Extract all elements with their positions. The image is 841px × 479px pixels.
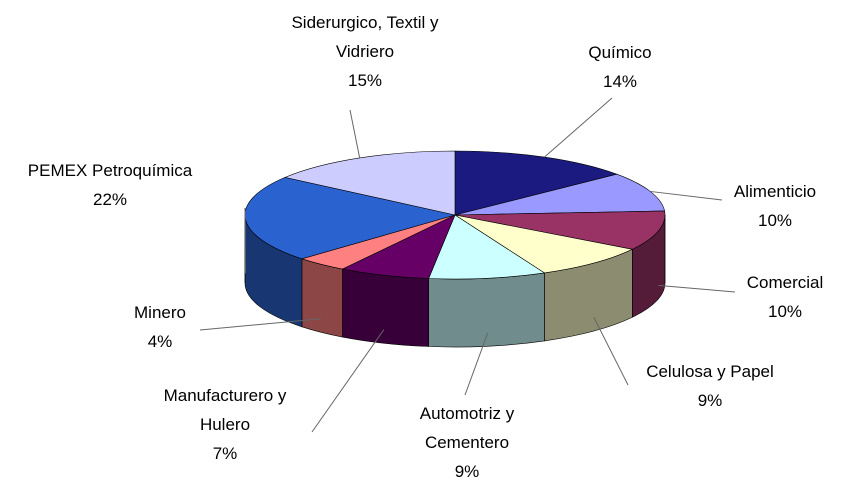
slice [454,173,665,216]
slice [284,150,456,216]
category-label: Manufacturero y Hulero [163,386,287,434]
value-label: 22% [92,190,128,209]
leader-line [311,329,385,433]
leader-line [658,284,736,293]
value-label: 9% [454,462,480,479]
slice [454,214,634,274]
slice-label: Manufacturero y Hulero 7% [138,381,313,468]
slice-label: Celulosa y Papel 9% [600,357,820,415]
category-label: Celulosa y Papel [646,362,774,381]
value-label: 15% [347,71,383,90]
category-label: Alimenticio [733,182,817,201]
category-label: Siderurgico, Textil y Vidriero [291,13,439,61]
slice [454,210,666,250]
slice-label: Comercial 10% [685,268,841,326]
category-label: Minero [134,303,186,322]
category-label: Automotriz y Cementero [419,404,515,452]
slice-label: Alimenticio 10% [675,177,841,235]
slice [428,214,546,280]
value-label: 7% [212,444,238,463]
category-label: Químico [588,43,652,62]
value-label: 10% [757,211,793,230]
leader-line [199,318,322,331]
leader-line [464,332,489,396]
leader-line [349,109,361,159]
value-label: 4% [147,332,173,351]
slice-label: PEMEX Petroquímica 22% [0,156,220,214]
slice-label: Minero 4% [100,298,220,356]
value-label: 10% [767,302,803,321]
leader-line [544,97,613,158]
category-label: PEMEX Petroquímica [27,161,193,180]
value-label: 9% [697,391,723,410]
slice-side [342,268,429,347]
slice-label: Automotriz y Cementero 9% [405,399,530,479]
leader-line [650,190,723,201]
leader-line [593,317,629,386]
slice-label: Químico 14% [520,38,720,96]
slice-label: Siderurgico, Textil y Vidriero 15% [263,8,468,95]
value-label: 14% [602,72,638,91]
slice-side [301,258,343,338]
category-label: Comercial [746,273,824,292]
